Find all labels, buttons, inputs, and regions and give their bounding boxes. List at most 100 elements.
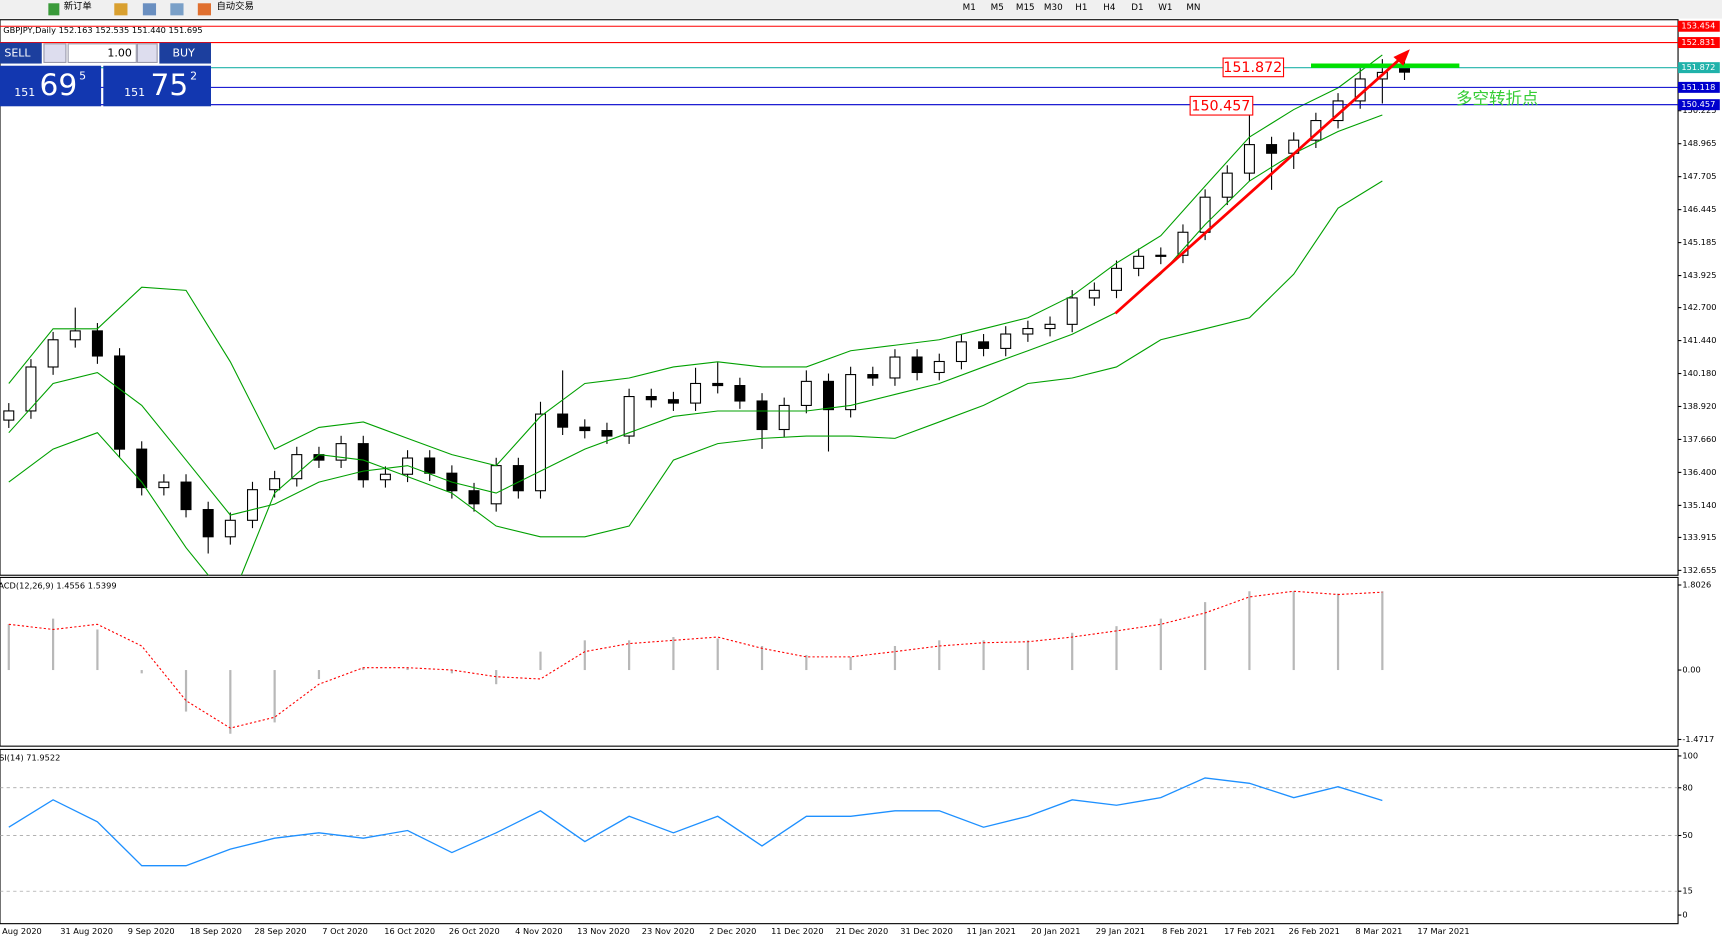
buy-button[interactable] bbox=[159, 42, 211, 64]
x-tick-label: 18 Sep 2020 bbox=[190, 926, 242, 936]
x-tick-label: 11 Dec 2020 bbox=[771, 926, 824, 936]
candle-body bbox=[335, 443, 347, 461]
candle-body bbox=[955, 341, 967, 363]
y-tick-label: 145.185 bbox=[1682, 237, 1716, 247]
macd-bar bbox=[450, 670, 453, 674]
x-tick-label: 9 Sep 2020 bbox=[128, 926, 175, 936]
main-panel bbox=[0, 19, 1679, 576]
macd-bar bbox=[893, 645, 897, 671]
candle-body bbox=[978, 341, 990, 349]
timeframe-button[interactable]: D1 bbox=[1131, 3, 1143, 13]
x-tick-label: 26 Feb 2021 bbox=[1289, 926, 1340, 936]
macd-bar bbox=[229, 670, 232, 734]
bollinger-band bbox=[8, 54, 1383, 467]
candle-body bbox=[800, 380, 812, 406]
rsi-line bbox=[8, 777, 1383, 867]
y-tick-label: 140.180 bbox=[1682, 368, 1716, 378]
price-tag-label: 151.118 bbox=[1681, 82, 1715, 92]
arrow-head bbox=[1393, 49, 1410, 66]
sell-button[interactable] bbox=[0, 42, 42, 64]
new-order-button[interactable]: 新订单 bbox=[64, 0, 92, 12]
y-tick-label: 0.00 bbox=[1682, 665, 1700, 675]
ask-big[interactable]: 151 bbox=[124, 86, 145, 99]
price-tag bbox=[1678, 20, 1720, 32]
candle-body bbox=[1133, 255, 1145, 269]
candle-body bbox=[867, 374, 879, 379]
macd-panel bbox=[0, 576, 1679, 747]
candle-body bbox=[1221, 172, 1233, 198]
toolbar-icon[interactable] bbox=[114, 3, 128, 16]
candle-body bbox=[1000, 333, 1012, 349]
lot-value[interactable]: 1.00 bbox=[107, 47, 131, 60]
x-tick-label: 8 Feb 2021 bbox=[1162, 926, 1208, 936]
y-tick-label: 135.140 bbox=[1682, 500, 1716, 510]
timeframe-button[interactable]: MN bbox=[1186, 3, 1200, 13]
candle-body bbox=[1022, 327, 1034, 335]
macd-bar bbox=[583, 640, 586, 671]
candle-body bbox=[1066, 297, 1078, 325]
price-label: 151.872 bbox=[1223, 60, 1282, 76]
timeframe-button[interactable]: H4 bbox=[1103, 3, 1116, 13]
y-tick-label: 80 bbox=[1682, 782, 1692, 792]
bid-big[interactable]: 151 bbox=[14, 86, 35, 99]
timeframe-button[interactable]: M30 bbox=[1044, 3, 1063, 13]
sell-label[interactable]: SELL bbox=[4, 47, 31, 60]
macd-bar bbox=[1115, 626, 1118, 671]
macd-bar bbox=[317, 670, 321, 680]
macd-bar bbox=[1204, 602, 1207, 671]
toolbar-icon[interactable] bbox=[170, 3, 184, 16]
timeframe-button[interactable]: M1 bbox=[963, 3, 976, 13]
price-tag bbox=[1678, 81, 1720, 93]
auto-trade-icon[interactable] bbox=[197, 3, 211, 16]
candle-body bbox=[1266, 144, 1278, 154]
bollinger-band bbox=[8, 114, 1383, 516]
rsi-panel bbox=[0, 748, 1679, 925]
timeframe-button[interactable]: M15 bbox=[1016, 3, 1035, 13]
candle-body bbox=[1199, 196, 1211, 233]
x-tick-label: 31 Aug 2020 bbox=[60, 926, 113, 936]
candle-body bbox=[690, 382, 702, 404]
price-tag-label: 153.454 bbox=[1681, 21, 1715, 31]
bid-small[interactable]: 5 bbox=[79, 70, 86, 83]
lot-down[interactable] bbox=[43, 43, 67, 64]
y-tick-label: 132.655 bbox=[1682, 565, 1716, 575]
ask-box[interactable] bbox=[103, 65, 211, 107]
macd-bar bbox=[362, 667, 365, 671]
candle-body bbox=[1111, 267, 1122, 291]
candle-body bbox=[490, 465, 502, 505]
lot-input[interactable] bbox=[67, 43, 137, 64]
new-order-icon[interactable] bbox=[48, 3, 60, 16]
candle-body bbox=[136, 448, 148, 489]
bid-mid[interactable]: 69 bbox=[40, 68, 78, 102]
toolbar-icon[interactable] bbox=[142, 3, 157, 16]
candle-body bbox=[933, 360, 945, 374]
x-tick-label: 11 Jan 2021 bbox=[967, 926, 1016, 936]
candle-body bbox=[202, 509, 214, 538]
bid-box[interactable] bbox=[0, 65, 102, 107]
macd-bar bbox=[1248, 591, 1251, 671]
macd-bar bbox=[1159, 618, 1162, 671]
x-tick-label: 20 Jan 2021 bbox=[1031, 926, 1080, 936]
ask-mid[interactable]: 75 bbox=[151, 68, 189, 102]
price-tag-label: 150.457 bbox=[1681, 99, 1715, 109]
price-tag bbox=[1678, 62, 1720, 74]
timeframe-button[interactable]: W1 bbox=[1158, 3, 1172, 13]
timeframe-button[interactable]: H1 bbox=[1075, 3, 1087, 13]
macd-bar bbox=[273, 670, 276, 723]
ask-small[interactable]: 2 bbox=[190, 70, 197, 83]
timeframe-button[interactable]: M5 bbox=[991, 3, 1004, 13]
macd-bar bbox=[495, 670, 498, 685]
candle-body bbox=[424, 457, 436, 474]
candle-body bbox=[512, 465, 524, 492]
auto-trade-button[interactable]: 自动交易 bbox=[216, 0, 253, 12]
macd-bar bbox=[406, 667, 409, 671]
buy-label[interactable]: BUY bbox=[173, 47, 196, 60]
lot-up[interactable] bbox=[136, 43, 158, 64]
macd-bar bbox=[7, 624, 10, 671]
y-tick-label: 100 bbox=[1682, 750, 1698, 760]
y-tick-label: 136.400 bbox=[1682, 467, 1716, 477]
macd-bar bbox=[1381, 591, 1384, 671]
candle-body bbox=[69, 330, 81, 341]
y-tick-label: 137.660 bbox=[1682, 434, 1716, 444]
candle-body bbox=[91, 330, 103, 357]
